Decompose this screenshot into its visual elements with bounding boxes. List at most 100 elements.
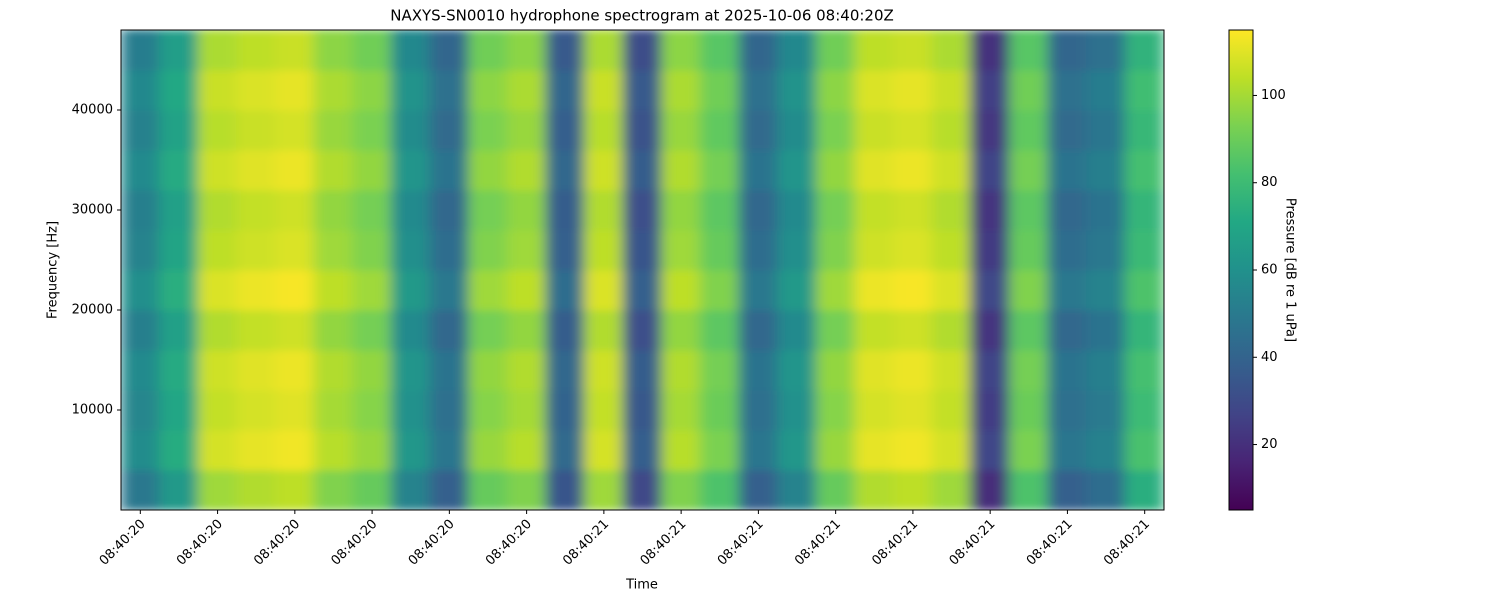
- cell: [197, 349, 238, 391]
- x-axis-label: Time: [625, 578, 658, 593]
- cell: [815, 149, 856, 191]
- cell: [1047, 109, 1088, 151]
- cell: [390, 30, 431, 71]
- cell: [121, 269, 161, 311]
- cell: [121, 149, 161, 191]
- cell: [661, 469, 701, 510]
- cell: [197, 429, 238, 471]
- heatmap: [121, 30, 1164, 510]
- cell: [506, 229, 547, 271]
- cell: [699, 30, 740, 71]
- cell: [352, 429, 392, 471]
- cell: [699, 149, 740, 191]
- cell: [352, 69, 392, 111]
- cell: [429, 389, 470, 431]
- cell: [1124, 389, 1164, 431]
- cell: [970, 349, 1010, 391]
- cell: [1008, 189, 1049, 231]
- cell: [893, 389, 933, 431]
- cell: [1047, 269, 1088, 311]
- cell: [931, 309, 972, 351]
- cell: [429, 189, 470, 231]
- cell: [1047, 30, 1088, 71]
- cell: [854, 349, 895, 391]
- cell: [468, 469, 508, 510]
- cell: [275, 30, 315, 71]
- cell: [661, 69, 701, 111]
- y-tick-label: 20000: [72, 303, 113, 318]
- cell: [121, 69, 161, 111]
- cell: [815, 229, 856, 271]
- cell: [506, 349, 547, 391]
- cell: [1008, 30, 1049, 71]
- cell: [777, 149, 817, 191]
- cell: [159, 149, 199, 191]
- chart-title: NAXYS-SN0010 hydrophone spectrogram at 2…: [390, 7, 894, 25]
- cell: [970, 389, 1010, 431]
- x-tick-label: 08:40:21: [869, 517, 921, 569]
- cell: [159, 469, 199, 510]
- cell: [275, 309, 315, 351]
- cell: [699, 269, 740, 311]
- colorbar-label: Pressure [dB re 1 uPa]: [1283, 198, 1298, 342]
- cell: [236, 189, 277, 231]
- cell: [661, 269, 701, 311]
- cell: [468, 349, 508, 391]
- cell: [159, 309, 199, 351]
- cell: [699, 349, 740, 391]
- cell: [545, 389, 586, 431]
- cell: [236, 269, 277, 311]
- cell: [313, 349, 354, 391]
- cell: [1086, 229, 1126, 271]
- cell: [197, 109, 238, 151]
- cell: [197, 149, 238, 191]
- x-tick-label: 08:40:21: [947, 517, 999, 569]
- cell: [313, 309, 354, 351]
- cell: [1086, 349, 1126, 391]
- x-tick-label: 08:40:20: [406, 517, 458, 569]
- cell: [815, 389, 856, 431]
- cell: [970, 189, 1010, 231]
- cell: [159, 349, 199, 391]
- cell: [1008, 69, 1049, 111]
- x-tick-label: 08:40:21: [792, 517, 844, 569]
- x-tick-label: 08:40:20: [97, 517, 149, 569]
- cell: [738, 69, 779, 111]
- cell: [1008, 349, 1049, 391]
- cell: [661, 309, 701, 351]
- cell: [121, 309, 161, 351]
- cell: [622, 189, 663, 231]
- cell: [121, 349, 161, 391]
- cell: [275, 189, 315, 231]
- x-tick-label: 08:40:21: [1024, 517, 1076, 569]
- cell: [313, 229, 354, 271]
- cell: [390, 229, 431, 271]
- cell: [931, 349, 972, 391]
- cell: [970, 109, 1010, 151]
- cell: [815, 30, 856, 71]
- cell: [893, 309, 933, 351]
- cell: [429, 69, 470, 111]
- cell: [468, 229, 508, 271]
- cell: [777, 30, 817, 71]
- cell: [390, 349, 431, 391]
- cell: [1008, 389, 1049, 431]
- cell: [777, 69, 817, 111]
- cell: [313, 429, 354, 471]
- cell: [584, 149, 624, 191]
- cell: [468, 69, 508, 111]
- cell: [1047, 389, 1088, 431]
- cell: [699, 469, 740, 510]
- cell: [777, 469, 817, 510]
- cell: [1008, 229, 1049, 271]
- cell: [197, 469, 238, 510]
- cell: [622, 109, 663, 151]
- cell: [931, 389, 972, 431]
- cell: [699, 189, 740, 231]
- cell: [506, 69, 547, 111]
- cell: [622, 269, 663, 311]
- colorbar-tick-label: 40: [1261, 350, 1278, 365]
- cell: [777, 349, 817, 391]
- cell: [738, 109, 779, 151]
- cell: [893, 149, 933, 191]
